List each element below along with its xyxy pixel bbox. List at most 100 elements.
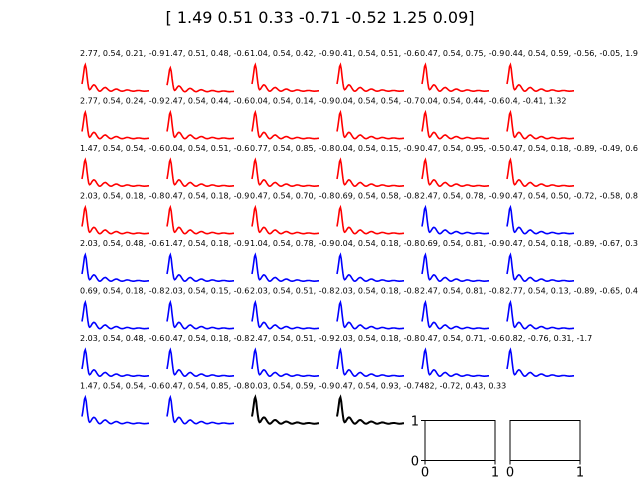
panel-41: 0.47, 0.54, 0.71, -0.6 <box>420 334 504 378</box>
panel-title: 0.04, 0.54, 0.54, -0.7 <box>335 97 419 106</box>
panel-25: 2.03, 0.54, 0.48, -0.6 <box>80 239 164 283</box>
panel-18: 0.47, 0.54, 0.18, -0.89, -0.49, 0.6 <box>505 144 638 188</box>
series-line <box>506 62 574 93</box>
panel-8: 2.47, 0.54, 0.44, -0.6 <box>165 97 249 140</box>
panel-title: 2.77, 0.54, 0.21, -0.9 <box>80 49 164 58</box>
panel-24: 0.47, 0.54, 0.50, -0.72, -0.58, 0.8 <box>505 192 638 235</box>
panel-42: 0.82, -0.76, 0.31, -1.7 <box>505 334 592 378</box>
x-tick-label: 1 <box>491 466 499 480</box>
panel-19: 2.03, 0.54, 0.18, -0.8 <box>80 192 164 235</box>
series-line <box>251 347 319 378</box>
panel-title: 0.69, 0.54, 0.18, -0.8 <box>80 287 164 296</box>
series-line <box>336 109 404 140</box>
panel-title: 0.82, -0.76, 0.31, -1.7 <box>505 334 592 343</box>
panel-title: 0.77, 0.54, 0.85, -0.8 <box>250 144 334 153</box>
panel-title: 0.04, 0.54, 0.44, -0.6 <box>420 97 504 106</box>
series-line <box>251 62 319 93</box>
panel-12: 0.4, -0.41, 1.32 <box>505 97 574 140</box>
panel-title: 0.44, 0.54, 0.59, -0.56, -0.05, 1.9 <box>505 49 638 58</box>
panel-title: 0.03, 0.54, 0.59, -0.9 <box>250 382 334 391</box>
panel-title: 0.04, 0.54, 0.18, -0.8 <box>335 239 419 248</box>
panel-6: 0.44, 0.54, 0.59, -0.56, -0.05, 1.9 <box>505 49 638 93</box>
series-line <box>81 157 149 188</box>
series-line <box>166 204 234 235</box>
x-tick-label: 1 <box>576 466 584 480</box>
panel-37: 2.03, 0.54, 0.48, -0.6 <box>80 334 164 378</box>
series-line <box>336 394 404 425</box>
panel-title: 0.41, 0.54, 0.51, -0.6 <box>335 49 419 58</box>
series-line <box>506 157 574 188</box>
panel-title: 0.04, 0.54, 0.51, -0.6 <box>165 144 249 153</box>
panel-34: 2.03, 0.54, 0.18, -0.8 <box>335 287 419 330</box>
series-line <box>421 204 489 235</box>
empty-axes <box>509 420 581 461</box>
series-line <box>81 347 149 378</box>
panel-title: 2.03, 0.54, 0.18, -0.8 <box>80 192 164 201</box>
panel-title: 2.03, 0.54, 0.48, -0.6 <box>80 239 164 248</box>
series-line <box>251 252 319 283</box>
panel-35: 2.47, 0.54, 0.81, -0.8 <box>420 287 504 330</box>
series-line <box>251 157 319 188</box>
panel-title: 1.47, 0.54, 0.18, -0.9 <box>165 239 249 248</box>
panel-15: 0.77, 0.54, 0.85, -0.8 <box>250 144 334 188</box>
panel-title: 2.47, 0.54, 0.44, -0.6 <box>165 97 249 106</box>
series-line <box>506 204 574 235</box>
panel-title: 0.47, 0.54, 0.85, -0.8 <box>165 382 249 391</box>
panel-title: 0.69, 0.54, 0.58, -0.8 <box>335 192 419 201</box>
series-line <box>166 252 234 283</box>
panel-title: 0.47, 0.54, 0.75, -0.9 <box>420 49 504 58</box>
x-tick-label: 0 <box>506 466 514 480</box>
panel-44: 0.47, 0.54, 0.85, -0.8 <box>165 382 249 425</box>
series-line <box>421 347 489 378</box>
figure-suptitle: [ 1.49 0.51 0.33 -0.71 -0.52 1.25 0.09] <box>165 8 475 27</box>
panel-title: 2.03, 0.54, 0.51, -0.8 <box>250 287 334 296</box>
y-tick-label: 0 <box>411 455 419 470</box>
panel-title: 0.69, 0.54, 0.81, -0.9 <box>420 239 504 248</box>
series-line <box>421 252 489 283</box>
panel-title: 2.77, 0.54, 0.24, -0.9 <box>80 97 164 106</box>
panel-33: 2.03, 0.54, 0.51, -0.8 <box>250 287 334 330</box>
panel-title: 2.47, 0.54, 0.51, -0.9 <box>250 334 334 343</box>
panel-36: 2.77, 0.54, 0.13, -0.89, -0.65, 0.4 <box>505 287 638 330</box>
panel-14: 0.04, 0.54, 0.51, -0.6 <box>165 144 249 188</box>
panel-39: 2.47, 0.54, 0.51, -0.9 <box>250 334 334 378</box>
panel-title: 0.04, 0.54, 0.15, -0.9 <box>335 144 419 153</box>
panel-26: 1.47, 0.54, 0.18, -0.9 <box>165 239 249 283</box>
series-line <box>506 109 574 140</box>
panel-45: 0.03, 0.54, 0.59, -0.9 <box>250 382 334 425</box>
panel-17: 0.47, 0.54, 0.95, -0.5 <box>420 144 504 188</box>
panel-1: 2.77, 0.54, 0.21, -0.9 <box>80 49 164 93</box>
panel-title: 0.47, 0.54, 0.18, -0.89, -0.67, 0.3 <box>505 239 638 248</box>
panel-title: 0.47, 0.54, 0.18, -0.89, -0.49, 0.6 <box>505 144 638 153</box>
panel-27: 1.04, 0.54, 0.78, -0.9 <box>250 239 334 283</box>
panel-title: 2.03, 0.54, 0.18, -0.8 <box>335 287 419 296</box>
series-line <box>166 157 234 188</box>
series-line <box>81 204 149 235</box>
empty-axes <box>424 420 496 461</box>
panel-29: 0.69, 0.54, 0.81, -0.9 <box>420 239 504 283</box>
series-line <box>81 62 149 93</box>
series-line <box>166 109 234 140</box>
panel-title: 0.47, 0.54, 0.50, -0.72, -0.58, 0.8 <box>505 192 638 201</box>
series-line <box>506 347 574 378</box>
panel-title: 2.77, 0.54, 0.13, -0.89, -0.65, 0.4 <box>505 287 638 296</box>
panel-title: 0.47, 0.54, 0.95, -0.5 <box>420 144 504 153</box>
series-line <box>421 299 489 330</box>
series-line <box>81 299 149 330</box>
y-tick-label: 1 <box>411 415 419 430</box>
panel-title: 2.47, 0.54, 0.81, -0.8 <box>420 287 504 296</box>
series-line <box>336 62 404 93</box>
panel-46: 0.47, 0.54, 0.93, -0.7482, -0.72, 0.43, … <box>335 382 506 425</box>
series-line <box>81 252 149 283</box>
panel-30: 0.47, 0.54, 0.18, -0.89, -0.67, 0.3 <box>505 239 638 283</box>
panel-5: 0.47, 0.54, 0.75, -0.9 <box>420 49 504 93</box>
panel-4: 0.41, 0.54, 0.51, -0.6 <box>335 49 419 93</box>
series-line <box>506 299 574 330</box>
panel-43: 1.47, 0.54, 0.54, -0.6 <box>80 382 164 425</box>
series-line <box>251 204 319 235</box>
panel-title: 0.47, 0.54, 0.70, -0.8 <box>250 192 334 201</box>
panel-23: 2.47, 0.54, 0.78, -0.9 <box>420 192 504 235</box>
panel-title: 0.47, 0.54, 0.18, -0.8 <box>165 334 249 343</box>
